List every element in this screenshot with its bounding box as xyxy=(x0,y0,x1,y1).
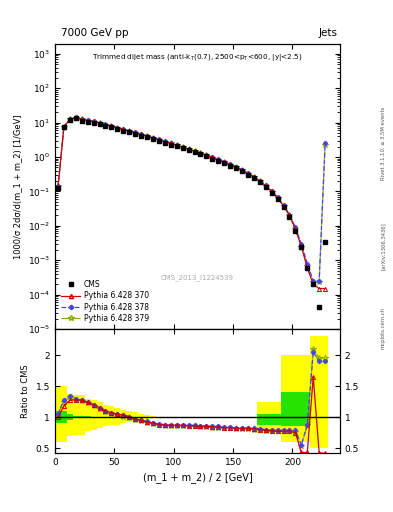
CMS xyxy=(73,115,78,121)
CMS xyxy=(246,172,250,178)
CMS xyxy=(56,184,61,190)
CMS xyxy=(299,244,304,250)
CMS xyxy=(174,143,179,150)
CMS xyxy=(305,265,310,271)
CMS xyxy=(210,156,215,162)
CMS xyxy=(317,304,321,310)
Text: CMS_2013_I1224539: CMS_2013_I1224539 xyxy=(161,274,234,281)
CMS xyxy=(109,124,114,131)
CMS xyxy=(192,150,197,156)
CMS xyxy=(186,147,191,154)
CMS xyxy=(252,175,256,181)
CMS xyxy=(145,134,149,140)
Text: mcplots.cern.ch: mcplots.cern.ch xyxy=(381,307,386,349)
CMS xyxy=(222,160,226,166)
CMS xyxy=(127,129,132,135)
CMS xyxy=(287,214,292,220)
CMS xyxy=(198,151,203,157)
CMS xyxy=(115,126,120,132)
CMS xyxy=(275,196,280,202)
CMS xyxy=(180,145,185,152)
CMS xyxy=(228,163,233,169)
CMS xyxy=(216,158,220,164)
CMS xyxy=(85,119,90,125)
CMS xyxy=(62,124,66,130)
CMS xyxy=(234,165,239,172)
CMS xyxy=(257,179,262,185)
CMS xyxy=(68,117,72,123)
Text: Trimmed dijet mass (anti-k$_{\mathrm{T}}$(0.7), 2500<p$_{\mathrm{T}}$<600, |y|<2: Trimmed dijet mass (anti-k$_{\mathrm{T}}… xyxy=(92,52,303,63)
CMS xyxy=(79,117,84,123)
CMS xyxy=(263,184,268,190)
CMS xyxy=(204,153,209,159)
CMS xyxy=(97,121,102,127)
CMS xyxy=(103,123,108,129)
CMS xyxy=(293,228,298,234)
CMS xyxy=(151,136,155,142)
Line: CMS: CMS xyxy=(55,116,327,309)
X-axis label: (m_1 + m_2) / 2 [GeV]: (m_1 + m_2) / 2 [GeV] xyxy=(143,473,252,483)
Text: Rivet 3.1.10, ≥ 3.5M events: Rivet 3.1.10, ≥ 3.5M events xyxy=(381,106,386,180)
Y-axis label: Ratio to CMS: Ratio to CMS xyxy=(21,364,30,418)
CMS xyxy=(162,140,167,146)
Legend: CMS, Pythia 6.428 370, Pythia 6.428 378, Pythia 6.428 379: CMS, Pythia 6.428 370, Pythia 6.428 378,… xyxy=(59,278,151,325)
Y-axis label: 1000/σ 2dσ/d(m_1 + m_2) [1/GeV]: 1000/σ 2dσ/d(m_1 + m_2) [1/GeV] xyxy=(13,114,22,259)
Text: 7000 GeV pp: 7000 GeV pp xyxy=(61,28,129,38)
CMS xyxy=(323,239,327,245)
CMS xyxy=(91,120,96,126)
Text: Jets: Jets xyxy=(319,28,338,38)
CMS xyxy=(121,127,126,134)
CMS xyxy=(169,141,173,147)
CMS xyxy=(240,168,244,174)
CMS xyxy=(281,204,286,210)
Text: [arXiv:1306.3436]: [arXiv:1306.3436] xyxy=(381,222,386,270)
CMS xyxy=(269,189,274,196)
CMS xyxy=(139,133,143,139)
CMS xyxy=(311,281,316,287)
CMS xyxy=(156,138,161,144)
CMS xyxy=(133,131,138,137)
